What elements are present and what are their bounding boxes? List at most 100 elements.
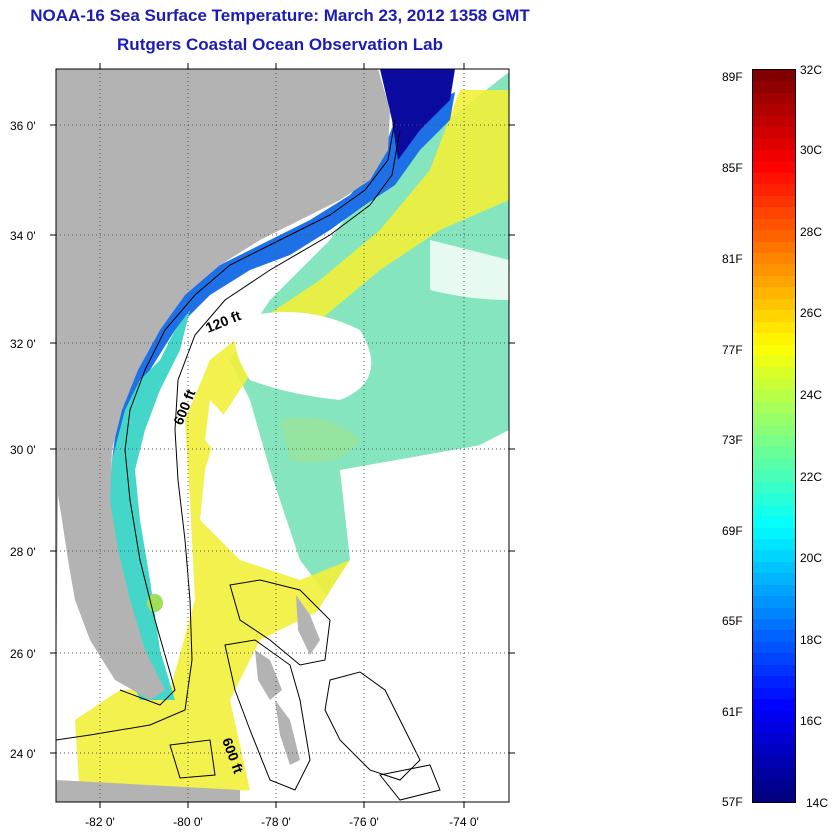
colorbar-c-label: 30C	[800, 143, 823, 157]
colorbar-f-label: 81F	[722, 252, 743, 266]
colorbar-f-label: 85F	[722, 161, 743, 175]
colorbar-band	[753, 321, 795, 334]
colorbar-band	[753, 756, 795, 768]
colorbar-f-label: 73F	[722, 433, 743, 447]
colorbar-band	[753, 493, 795, 505]
colorbar-band	[753, 733, 795, 745]
colorbar-band	[753, 287, 795, 299]
lon-label: -74 0'	[449, 815, 479, 829]
colorbar-band	[753, 401, 795, 414]
cuba-land	[56, 780, 240, 802]
colorbar-c-label: 14C	[806, 796, 829, 810]
colorbar-c-label: 20C	[800, 551, 823, 565]
lon-label: -80 0'	[173, 815, 203, 829]
colorbar-band	[753, 150, 795, 162]
colorbar-band	[753, 676, 795, 688]
bahamas-island	[275, 700, 300, 765]
colorbar-band	[753, 104, 795, 116]
colorbar-f-label: 89F	[722, 70, 743, 84]
map-area	[56, 69, 509, 802]
colorbar-band	[753, 115, 795, 128]
map-title: NOAA-16 Sea Surface Temperature: March 2…	[30, 6, 530, 25]
colorbar-band	[753, 573, 795, 585]
colorbar-band	[753, 504, 795, 517]
bank-contour	[229, 579, 331, 666]
colorbar-band	[753, 687, 795, 700]
cloud-patch	[300, 440, 509, 802]
bahamas-island	[255, 650, 282, 700]
lon-label: -76 0'	[349, 815, 379, 829]
colorbar-band	[753, 138, 795, 151]
lat-label: 30 0'	[10, 443, 36, 457]
lon-label: -78 0'	[261, 815, 291, 829]
colorbar-band	[753, 275, 795, 288]
colorbar-band	[753, 664, 795, 677]
colorbar-band	[753, 81, 795, 93]
contour-120ft	[119, 119, 396, 706]
temperature-colorbar	[752, 69, 796, 803]
bank-contour	[379, 764, 441, 801]
colorbar-c-label: 32C	[800, 63, 823, 77]
colorbar-c-label: 18C	[800, 633, 823, 647]
colorbar-c-label: 26C	[800, 306, 823, 320]
colorbar-band	[753, 641, 795, 654]
colorbar-band	[753, 436, 795, 448]
colorbar-band	[753, 630, 795, 642]
colorbar-band	[753, 767, 795, 780]
warm-eddy	[280, 417, 360, 463]
colorbar-band	[753, 699, 795, 711]
colorbar-band	[753, 241, 795, 253]
gulf-stream-zone	[75, 90, 509, 800]
colorbar-f-label: 61F	[722, 705, 743, 719]
lat-label: 34 0'	[10, 229, 36, 243]
colorbar-band	[753, 424, 795, 436]
colorbar-band	[753, 527, 795, 539]
colorbar-band	[753, 310, 795, 322]
colorbar-band	[753, 333, 795, 345]
us-mainland	[56, 69, 390, 700]
colorbar-band	[753, 70, 795, 82]
map-subtitle: Rutgers Coastal Ocean Observation Lab	[117, 35, 443, 54]
cloud-patch	[430, 240, 509, 300]
colorbar-band	[753, 470, 795, 482]
colorbar-band	[753, 92, 795, 105]
colorbar-band	[753, 298, 795, 311]
colorbar-band	[753, 481, 795, 494]
colorbar-c-label: 24C	[800, 388, 823, 402]
colorbar-band	[753, 413, 795, 425]
colorbar-c-label: 22C	[800, 470, 823, 484]
colorbar-band	[753, 355, 795, 368]
colorbar-band	[753, 516, 795, 528]
colorbar-band	[753, 721, 795, 734]
colorbar-band	[753, 172, 795, 185]
colorbar-band	[753, 230, 795, 242]
lake-okeechobee	[147, 594, 163, 612]
contour-600ft	[56, 129, 401, 741]
cloud-patch	[205, 400, 242, 470]
lat-label: 26 0'	[10, 647, 36, 661]
colorbar-band	[753, 378, 795, 391]
colorbar-band	[753, 207, 795, 219]
colorbar-band	[753, 390, 795, 402]
lat-label: 32 0'	[10, 337, 36, 351]
colorbar-band	[753, 779, 795, 791]
bank-contour	[324, 671, 421, 781]
colorbar-band	[753, 607, 795, 619]
colorbar-band	[753, 561, 795, 574]
colorbar-f-label: 69F	[722, 524, 743, 538]
colorbar-c-label: 28C	[800, 225, 823, 239]
colorbar-band	[753, 619, 795, 631]
colorbar-band	[753, 744, 795, 757]
colorbar-band	[753, 344, 795, 356]
bank-contour	[169, 739, 216, 779]
colorbar-band	[753, 550, 795, 562]
colorbar-band	[753, 596, 795, 608]
colorbar-f-label: 57F	[722, 795, 743, 809]
colorbar-band	[753, 218, 795, 231]
map-frame	[55, 68, 510, 803]
colorbar-band	[753, 584, 795, 597]
colorbar-band	[753, 458, 795, 471]
lon-label: -82 0'	[85, 815, 115, 829]
cloud-patch	[234, 312, 372, 400]
